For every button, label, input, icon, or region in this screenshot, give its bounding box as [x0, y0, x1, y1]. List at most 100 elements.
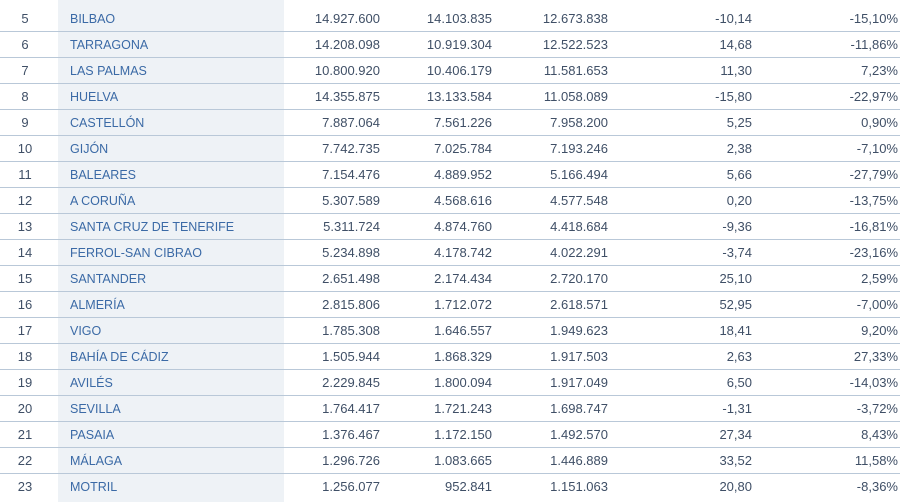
rank-cell: 21: [0, 421, 58, 448]
variation-cell-1: 14,68: [608, 31, 752, 58]
value-cell-2: 13.133.584: [380, 83, 492, 110]
value-cell-2: 1.800.094: [380, 369, 492, 396]
variation-cell-2: 2,59%: [752, 265, 898, 292]
value-cell-1: 7.154.476: [284, 161, 380, 188]
variation-cell-2: 27,33%: [752, 343, 898, 370]
variation-cell-1: 5,66: [608, 161, 752, 188]
value-cell-1: 5.234.898: [284, 239, 380, 266]
variation-cell-2: -8,36%: [856, 479, 898, 494]
value-cell-2: 7.025.784: [380, 135, 492, 162]
port-traffic-table: 5 BILBAO 14.927.600 14.103.835 12.673.838 -10…: [0, 6, 900, 499]
variation-cell-1: 0,20: [608, 187, 752, 214]
value-cell-1: 10.800.920: [284, 57, 380, 84]
variation-cell-2: -27,79%: [752, 161, 898, 188]
rank-cell: 16: [0, 291, 58, 318]
variation-cell-1: 2,63: [608, 343, 752, 370]
variation-cell-1: 6,50: [608, 369, 752, 396]
row-spacer: [898, 135, 900, 162]
port-name-cell: SANTA CRUZ DE TENERIFE: [58, 213, 284, 240]
value-cell-1: 1.256.077: [322, 479, 380, 494]
variation-cell-1: 52,95: [608, 291, 752, 318]
value-cell-3: 1.917.503: [492, 343, 608, 370]
value-cell-2: 1.172.150: [380, 421, 492, 448]
value-cell-3: 12.522.523: [492, 31, 608, 58]
value-cell-2: 4.874.760: [380, 213, 492, 240]
variation-cell-2: -16,81%: [752, 213, 898, 240]
rank-cell: 18: [0, 343, 58, 370]
variation-cell-2: -3,72%: [752, 395, 898, 422]
port-name-cell: TARRAGONA: [58, 31, 284, 58]
table-row: 12 A CORUÑA 5.307.589 4.568.616 4.577.548 0,2…: [0, 187, 900, 214]
value-cell-3: 2.618.571: [492, 291, 608, 318]
port-name-cell: BALEARES: [58, 161, 284, 188]
variation-cell-1: -15,80: [608, 83, 752, 110]
value-cell-3: 4.577.548: [492, 187, 608, 214]
port-name-cell: AVILÉS: [58, 369, 284, 396]
value-cell-3: 2.720.170: [492, 265, 608, 292]
variation-cell-2: -14,03%: [752, 369, 898, 396]
variation-cell-1: 33,52: [608, 447, 752, 474]
value-cell-2: 1.646.557: [380, 317, 492, 344]
table-row: 22 MÁLAGA 1.296.726 1.083.665 1.446.889 33,52…: [0, 447, 900, 474]
variation-cell-1: 2,38: [608, 135, 752, 162]
value-cell-1: 1.296.726: [284, 447, 380, 474]
row-spacer: [898, 421, 900, 448]
port-name-cell: MOTRIL: [70, 479, 118, 494]
table-row: 21 PASAIA 1.376.467 1.172.150 1.492.570 27,34…: [0, 421, 900, 448]
value-cell-3: 4.022.291: [492, 239, 608, 266]
row-spacer: [898, 265, 900, 292]
variation-cell-2: 0,90%: [752, 109, 898, 136]
value-cell-1: 2.229.845: [284, 369, 380, 396]
row-spacer: [898, 57, 900, 84]
value-cell-2: 4.889.952: [380, 161, 492, 188]
table-row: 19 AVILÉS 2.229.845 1.800.094 1.917.049 6,50-…: [0, 369, 900, 396]
value-cell-1: 1.376.467: [284, 421, 380, 448]
value-cell-1: 7.742.735: [284, 135, 380, 162]
value-cell-2: 4.178.742: [380, 239, 492, 266]
row-spacer: [898, 317, 900, 344]
rank-cell: 14: [0, 239, 58, 266]
variation-cell-2: -22,97%: [752, 83, 898, 110]
table-row: 20 SEVILLA 1.764.417 1.721.243 1.698.747 -1,3…: [0, 395, 900, 422]
value-cell-1: 5.307.589: [284, 187, 380, 214]
row-spacer: [898, 6, 900, 32]
table-row: 13 SANTA CRUZ DE TENERIFE 5.311.724 4.874.7…: [0, 213, 900, 240]
table-row: 11 BALEARES 7.154.476 4.889.952 5.166.494 5,6…: [0, 161, 900, 188]
rank-cell: 12: [0, 187, 58, 214]
row-spacer: [898, 447, 900, 474]
value-cell-3: 1.949.623: [492, 317, 608, 344]
row-spacer: [898, 83, 900, 110]
port-name-cell: BAHÍA DE CÁDIZ: [58, 343, 284, 370]
variation-cell-1: -10,14: [608, 6, 752, 32]
variation-cell-1: 18,41: [608, 317, 752, 344]
port-name-cell: SEVILLA: [58, 395, 284, 422]
value-cell-3: 1.698.747: [492, 395, 608, 422]
value-cell-2: 2.174.434: [380, 265, 492, 292]
value-cell-3: 7.958.200: [492, 109, 608, 136]
row-spacer: [898, 395, 900, 422]
row-spacer: [898, 369, 900, 396]
port-name-cell: A CORUÑA: [58, 187, 284, 214]
port-name-cell: FERROL-SAN CIBRAO: [58, 239, 284, 266]
row-spacer: [898, 239, 900, 266]
variation-cell-1: 25,10: [608, 265, 752, 292]
value-cell-1: 2.815.806: [284, 291, 380, 318]
value-cell-3: 12.673.838: [492, 6, 608, 32]
value-cell-2: 1.868.329: [380, 343, 492, 370]
variation-cell-2: -11,86%: [752, 31, 898, 58]
value-cell-1: 7.887.064: [284, 109, 380, 136]
table-row: 6 TARRAGONA 14.208.098 10.919.304 12.522.523…: [0, 31, 900, 58]
value-cell-3: 1.492.570: [492, 421, 608, 448]
row-spacer: [898, 31, 900, 58]
value-cell-1: 2.651.498: [284, 265, 380, 292]
value-cell-3: 1.151.063: [550, 479, 608, 494]
rank-cell: 9: [0, 109, 58, 136]
variation-cell-1: 5,25: [608, 109, 752, 136]
variation-cell-1: -1,31: [608, 395, 752, 422]
rank-cell: 17: [0, 317, 58, 344]
variation-cell-2: -7,10%: [752, 135, 898, 162]
value-cell-3: 4.418.684: [492, 213, 608, 240]
table-row: 9 CASTELLÓN 7.887.064 7.561.226 7.958.200 5,2…: [0, 109, 900, 136]
table-row: 23 MOTRIL 1.256.077 952.841 1.151.063 20,80 -8…: [0, 474, 900, 500]
rank-cell: 7: [0, 57, 58, 84]
